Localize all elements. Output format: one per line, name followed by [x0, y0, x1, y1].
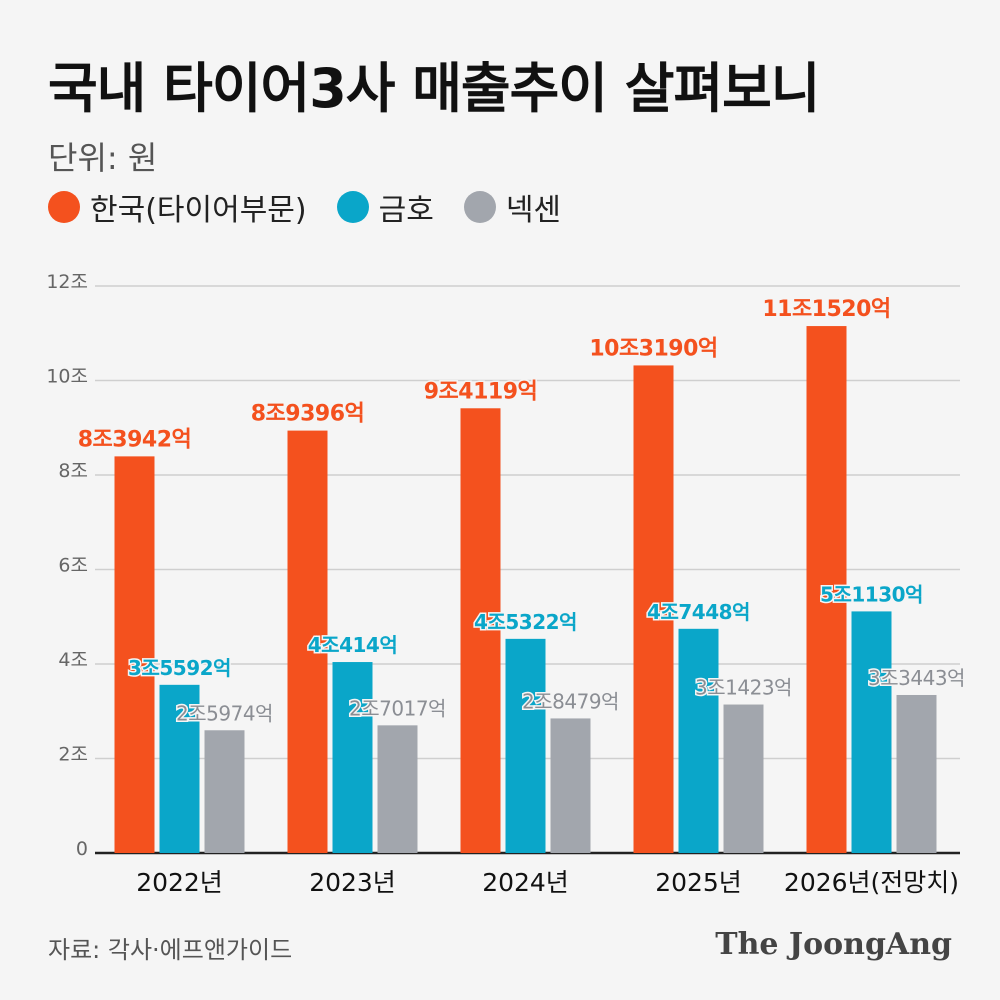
bar-kumho	[505, 638, 546, 853]
data-label: 3조1423억	[695, 676, 792, 700]
legend-item-nexen: 넥센	[463, 185, 562, 229]
legend-item-kumho: 금호	[336, 185, 434, 229]
bar-nexen	[377, 725, 418, 853]
y-tick-label: 12조	[46, 271, 88, 293]
bar-nexen	[550, 718, 591, 853]
data-label: 5조1130억	[820, 582, 923, 606]
data-label: 3조5592억	[128, 656, 231, 680]
y-tick-label: 2조	[58, 744, 88, 766]
bar-hankook	[806, 326, 847, 853]
x-tick-label: 2023년	[309, 868, 396, 897]
bar-nexen	[204, 730, 245, 853]
data-label: 10조3190억	[589, 336, 717, 361]
data-label: 11조1520억	[762, 297, 890, 322]
data-label: 2조7017억	[349, 696, 446, 720]
x-tick-label: 2026년(전망치)	[784, 868, 959, 897]
y-tick-label: 8조	[58, 460, 88, 482]
bar-kumho	[332, 662, 373, 853]
source-note: 자료: 각사·에프앤가이드	[48, 936, 293, 964]
legend-label-nexen: 넥센	[505, 193, 562, 228]
bar-hankook	[114, 456, 155, 853]
bar-nexen	[896, 694, 937, 853]
legend-dot-nexen	[463, 191, 496, 223]
data-label: 4조7448억	[647, 600, 750, 624]
legend-dot-kumho	[336, 191, 369, 223]
bar-hankook	[287, 430, 328, 853]
legend: 한국(타이어부문) 금호 넥센	[48, 185, 591, 229]
data-label: 2조8479억	[522, 689, 619, 713]
y-tick-label: 6조	[58, 555, 88, 577]
data-label: 4조5322억	[474, 610, 577, 634]
bar-hankook	[460, 408, 501, 853]
data-label: 3조3443억	[868, 666, 965, 690]
data-label: 8조3942억	[78, 427, 192, 452]
bar-nexen	[723, 704, 764, 853]
chart-title: 국내 타이어3사 매출추이 살펴보니	[48, 57, 820, 120]
y-tick-label: 4조	[58, 649, 88, 671]
data-label: 9조4119억	[424, 379, 538, 404]
bar-hankook	[633, 365, 674, 853]
bar-kumho	[159, 684, 200, 853]
y-tick-label: 10조	[46, 366, 88, 388]
legend-dot-hankook	[48, 191, 80, 223]
unit-label: 단위: 원	[48, 139, 158, 177]
data-label: 8조9396억	[251, 402, 365, 427]
y-tick-label: 0	[76, 838, 88, 860]
legend-label-hankook: 한국(타이어부문)	[90, 193, 307, 228]
x-tick-label: 2024년	[482, 868, 569, 897]
bar-kumho	[851, 611, 892, 853]
data-label: 2조5974억	[176, 701, 273, 725]
legend-label-kumho: 금호	[378, 193, 434, 228]
brand-logo: The JoongAng	[715, 927, 952, 962]
data-label: 4조414억	[308, 633, 397, 657]
bar-kumho	[678, 628, 719, 853]
x-tick-label: 2025년	[655, 868, 742, 897]
legend-item-hankook: 한국(타이어부문)	[48, 185, 307, 229]
x-tick-label: 2022년	[136, 868, 223, 897]
